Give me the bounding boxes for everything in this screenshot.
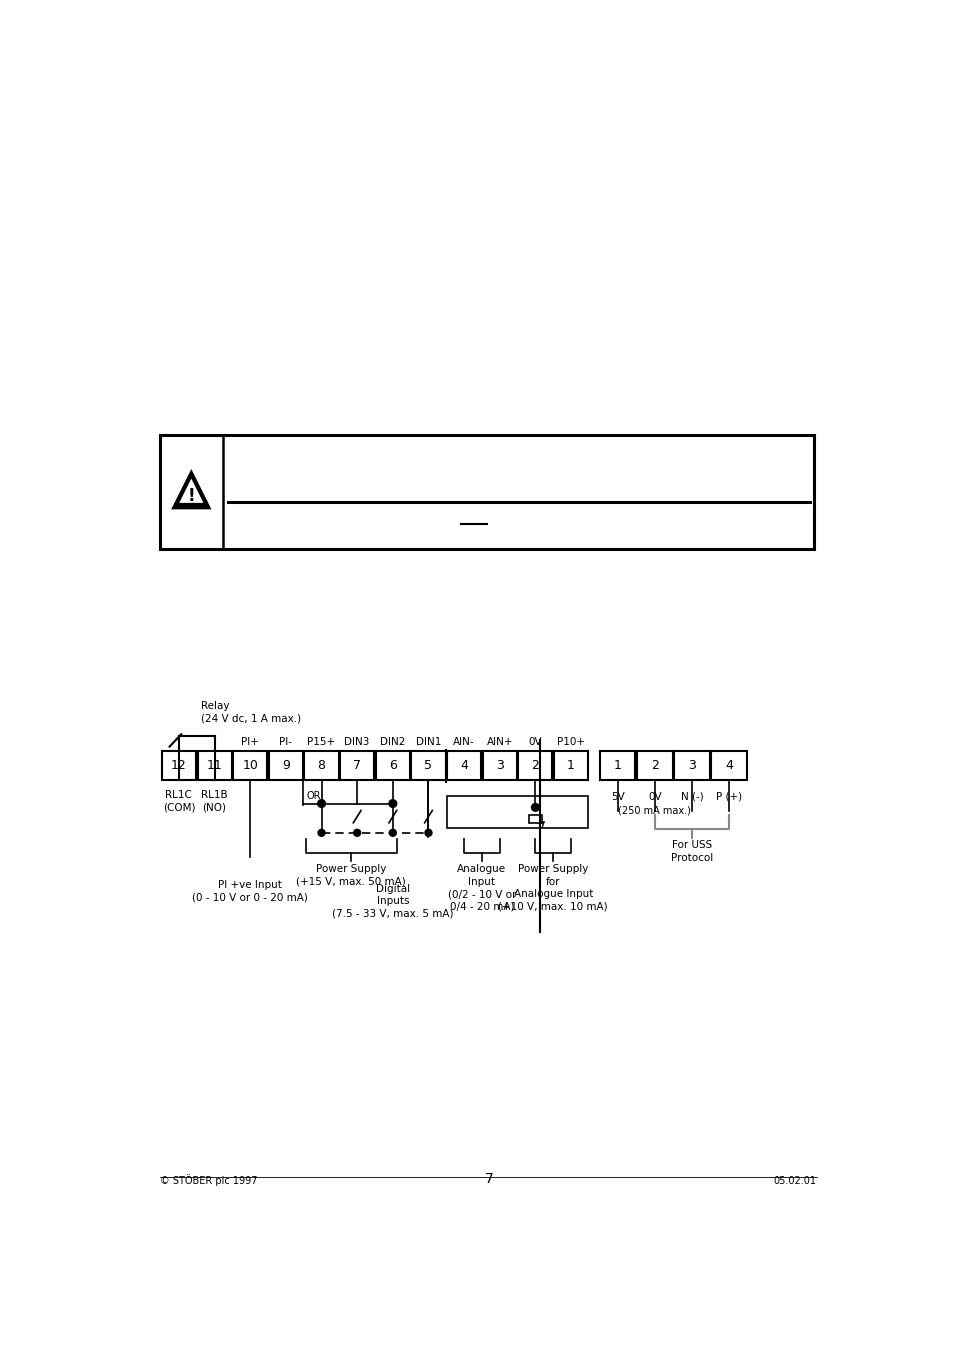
Bar (674, 751, 709, 781)
Text: 7: 7 (353, 759, 361, 773)
Bar (197, 751, 232, 781)
Text: Power Supply
for
Analogue Input
(+10 V, max. 10 mA): Power Supply for Analogue Input (+10 V, … (497, 865, 607, 912)
Text: P15+: P15+ (307, 738, 335, 747)
Circle shape (424, 830, 432, 836)
Text: 2: 2 (531, 759, 538, 773)
Text: 8: 8 (317, 759, 325, 773)
Bar (599, 751, 635, 781)
Text: DIN1: DIN1 (416, 738, 440, 747)
Text: AIN-: AIN- (453, 738, 475, 747)
Text: P (+): P (+) (716, 792, 741, 802)
Polygon shape (173, 471, 209, 508)
Bar (637, 751, 672, 781)
Bar (375, 751, 410, 781)
Bar (447, 796, 587, 828)
Bar (411, 751, 445, 781)
Text: 3: 3 (687, 759, 695, 773)
Text: DIN3: DIN3 (344, 738, 370, 747)
Circle shape (317, 830, 325, 836)
Bar (554, 751, 587, 781)
Text: !: ! (188, 486, 195, 504)
Text: 5: 5 (424, 759, 432, 773)
Text: 1: 1 (613, 759, 620, 773)
Text: PI +ve Input
(0 - 10 V or 0 - 20 mA): PI +ve Input (0 - 10 V or 0 - 20 mA) (193, 880, 308, 902)
Text: Digital
Inputs
(7.5 - 33 V, max. 5 mA): Digital Inputs (7.5 - 33 V, max. 5 mA) (332, 884, 453, 919)
Text: AIN+: AIN+ (486, 738, 513, 747)
Text: 4: 4 (459, 759, 468, 773)
Text: PI-: PI- (279, 738, 292, 747)
Text: 4: 4 (724, 759, 732, 773)
Circle shape (389, 830, 395, 836)
Text: 12: 12 (171, 759, 187, 773)
Bar (517, 751, 552, 781)
Circle shape (317, 800, 325, 808)
Text: PI+: PI+ (241, 738, 259, 747)
Text: 5V: 5V (610, 792, 624, 802)
Text: (250 mA max.): (250 mA max.) (617, 805, 690, 816)
Bar (269, 751, 303, 781)
Text: For USS
Protocol: For USS Protocol (670, 840, 712, 863)
Text: 9: 9 (282, 759, 290, 773)
Bar (447, 751, 480, 781)
Bar (159, 435, 814, 550)
Text: P10+: P10+ (557, 738, 584, 747)
Text: © STÖBER plc 1997: © STÖBER plc 1997 (159, 1174, 256, 1186)
Text: Power Supply
(+15 V, max. 50 mA): Power Supply (+15 V, max. 50 mA) (296, 865, 406, 886)
Text: 6: 6 (389, 759, 396, 773)
Circle shape (354, 830, 360, 836)
Text: RL1C
(COM): RL1C (COM) (163, 790, 195, 812)
Text: 0V: 0V (528, 738, 541, 747)
Bar (162, 751, 195, 781)
Text: 10: 10 (242, 759, 258, 773)
Text: 2: 2 (650, 759, 658, 773)
Bar (482, 751, 517, 781)
Polygon shape (179, 478, 203, 503)
Bar (340, 751, 374, 781)
Text: 11: 11 (207, 759, 222, 773)
Text: 0V: 0V (647, 792, 660, 802)
Text: Relay
(24 V dc, 1 A max.): Relay (24 V dc, 1 A max.) (201, 701, 301, 724)
Text: 05.02.01: 05.02.01 (773, 1177, 816, 1186)
Text: 1: 1 (566, 759, 575, 773)
Bar (711, 751, 746, 781)
Circle shape (389, 800, 396, 808)
Text: N (-): N (-) (679, 792, 702, 802)
Bar (529, 815, 541, 823)
Text: Analogue
Input
(0/2 - 10 V or
0/4 - 20 mA): Analogue Input (0/2 - 10 V or 0/4 - 20 m… (447, 865, 516, 912)
Text: DIN2: DIN2 (379, 738, 405, 747)
Bar (304, 751, 338, 781)
Circle shape (531, 804, 538, 811)
Text: RL1B
(NO): RL1B (NO) (201, 790, 228, 812)
Text: 3: 3 (496, 759, 503, 773)
Bar (233, 751, 267, 781)
Text: 7: 7 (484, 1173, 493, 1186)
Text: OR: OR (306, 792, 320, 801)
